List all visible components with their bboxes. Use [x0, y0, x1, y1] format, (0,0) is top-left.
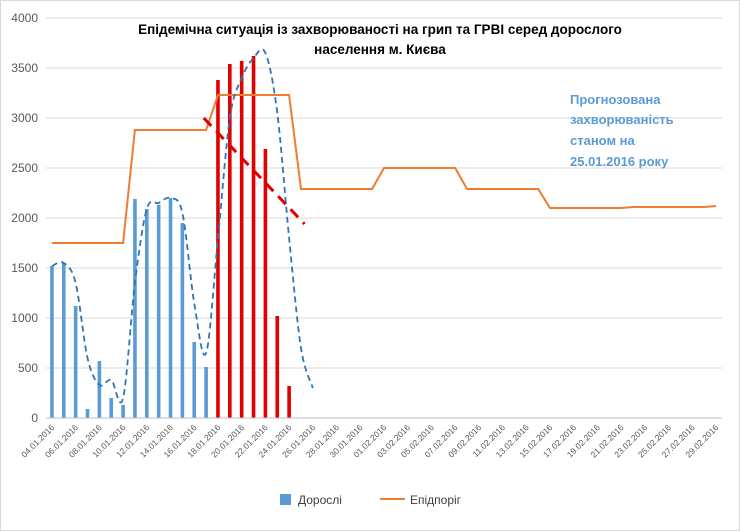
- trend-dashed-line: [51, 48, 314, 404]
- y-tick-label: 1000: [11, 311, 38, 325]
- bar: [85, 409, 90, 418]
- y-axis-ticks: 0 500 1000 1500 2000 2500 3000 3500 4000: [11, 11, 38, 425]
- bar: [275, 316, 280, 418]
- bar: [168, 198, 173, 418]
- bar: [97, 361, 102, 418]
- y-tick-label: 500: [18, 361, 38, 375]
- annotation-line-3: станом на: [570, 133, 636, 148]
- bar: [263, 149, 268, 418]
- y-tick-label: 2500: [11, 161, 38, 175]
- bar: [61, 263, 66, 418]
- annotation-line-2: захворюваність: [570, 112, 674, 127]
- bar: [145, 209, 149, 418]
- y-tick-label: 3000: [11, 111, 38, 125]
- bar: [228, 64, 232, 418]
- bar: [216, 80, 220, 418]
- chart-title-line-2: населення м. Києва: [314, 42, 446, 57]
- legend: Дорослі Епідпоріг: [280, 493, 462, 507]
- lines-layer: [46, 48, 722, 419]
- bar: [50, 266, 54, 418]
- forecast-annotation: Прогнозована захворюваність станом на 25…: [570, 92, 674, 169]
- annotation-line-1: Прогнозована: [570, 92, 661, 107]
- threshold-line: [51, 94, 717, 244]
- bar: [73, 306, 78, 418]
- bar: [109, 398, 114, 418]
- bar: [156, 205, 161, 418]
- legend-label-line: Епідпоріг: [410, 493, 462, 507]
- bars-series: [50, 56, 291, 418]
- bar: [239, 61, 244, 418]
- bar: [192, 342, 197, 418]
- bar: [121, 405, 125, 418]
- legend-swatch-bars: [280, 494, 291, 505]
- y-tick-label: 1500: [11, 261, 38, 275]
- bar: [133, 199, 137, 418]
- annotation-line-4: 25.01.2016 року: [570, 154, 669, 169]
- forecast-dashed-line: [202, 116, 306, 226]
- bar: [287, 386, 291, 418]
- y-tick-label: 0: [31, 411, 38, 425]
- legend-label-bars: Дорослі: [298, 493, 342, 507]
- bar: [180, 223, 185, 418]
- bar: [204, 367, 208, 418]
- y-tick-label: 3500: [11, 61, 38, 75]
- chart-title-line-1: Епідемічна ситуація із захворюваності на…: [138, 22, 622, 37]
- bar: [251, 56, 256, 418]
- y-tick-label: 2000: [11, 211, 38, 225]
- y-tick-label: 4000: [11, 11, 38, 25]
